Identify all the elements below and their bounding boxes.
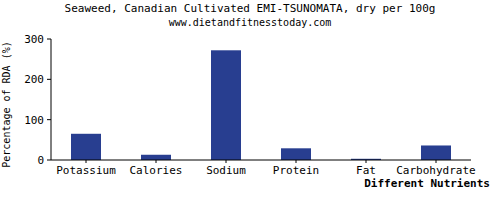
y-tick-label: 100 [24, 114, 44, 127]
x-tick-label: Sodium [206, 164, 246, 177]
x-axis [51, 160, 471, 161]
y-tick-label: 0 [37, 154, 44, 167]
x-tick [86, 160, 87, 163]
x-tick [436, 160, 437, 163]
bar [211, 50, 241, 160]
bar [421, 145, 451, 160]
bars [71, 50, 451, 160]
y-tick [47, 39, 51, 40]
y-tick-label: 300 [24, 33, 44, 46]
y-tick-label: 200 [24, 73, 44, 86]
x-tick-label: Calories [130, 164, 183, 177]
x-tick [366, 160, 367, 163]
title: Seaweed, Canadian Cultivated EMI-TSUNOMA… [65, 2, 436, 15]
x-tick [226, 160, 227, 163]
bar [71, 134, 101, 160]
x-tick-label: Fat [356, 164, 376, 177]
x-tick-label: Carbohydrate [396, 164, 475, 177]
y-axis-label: Percentage of RDA (%) [1, 41, 12, 167]
subtitle: www.dietandfitnesstoday.com [169, 17, 332, 28]
y-tick [47, 160, 51, 161]
bar [281, 148, 311, 160]
y-tick [47, 79, 51, 80]
x-axis-label: Different Nutrients [364, 177, 490, 190]
bar [141, 155, 171, 160]
x-tick-label: Protein [273, 164, 319, 177]
y-tick [47, 119, 51, 120]
y-axis [51, 39, 52, 160]
x-tick-label: Potassium [56, 164, 116, 177]
chart: Seaweed, Canadian Cultivated EMI-TSUNOMA… [0, 0, 500, 200]
x-tick [296, 160, 297, 163]
x-tick [156, 160, 157, 163]
